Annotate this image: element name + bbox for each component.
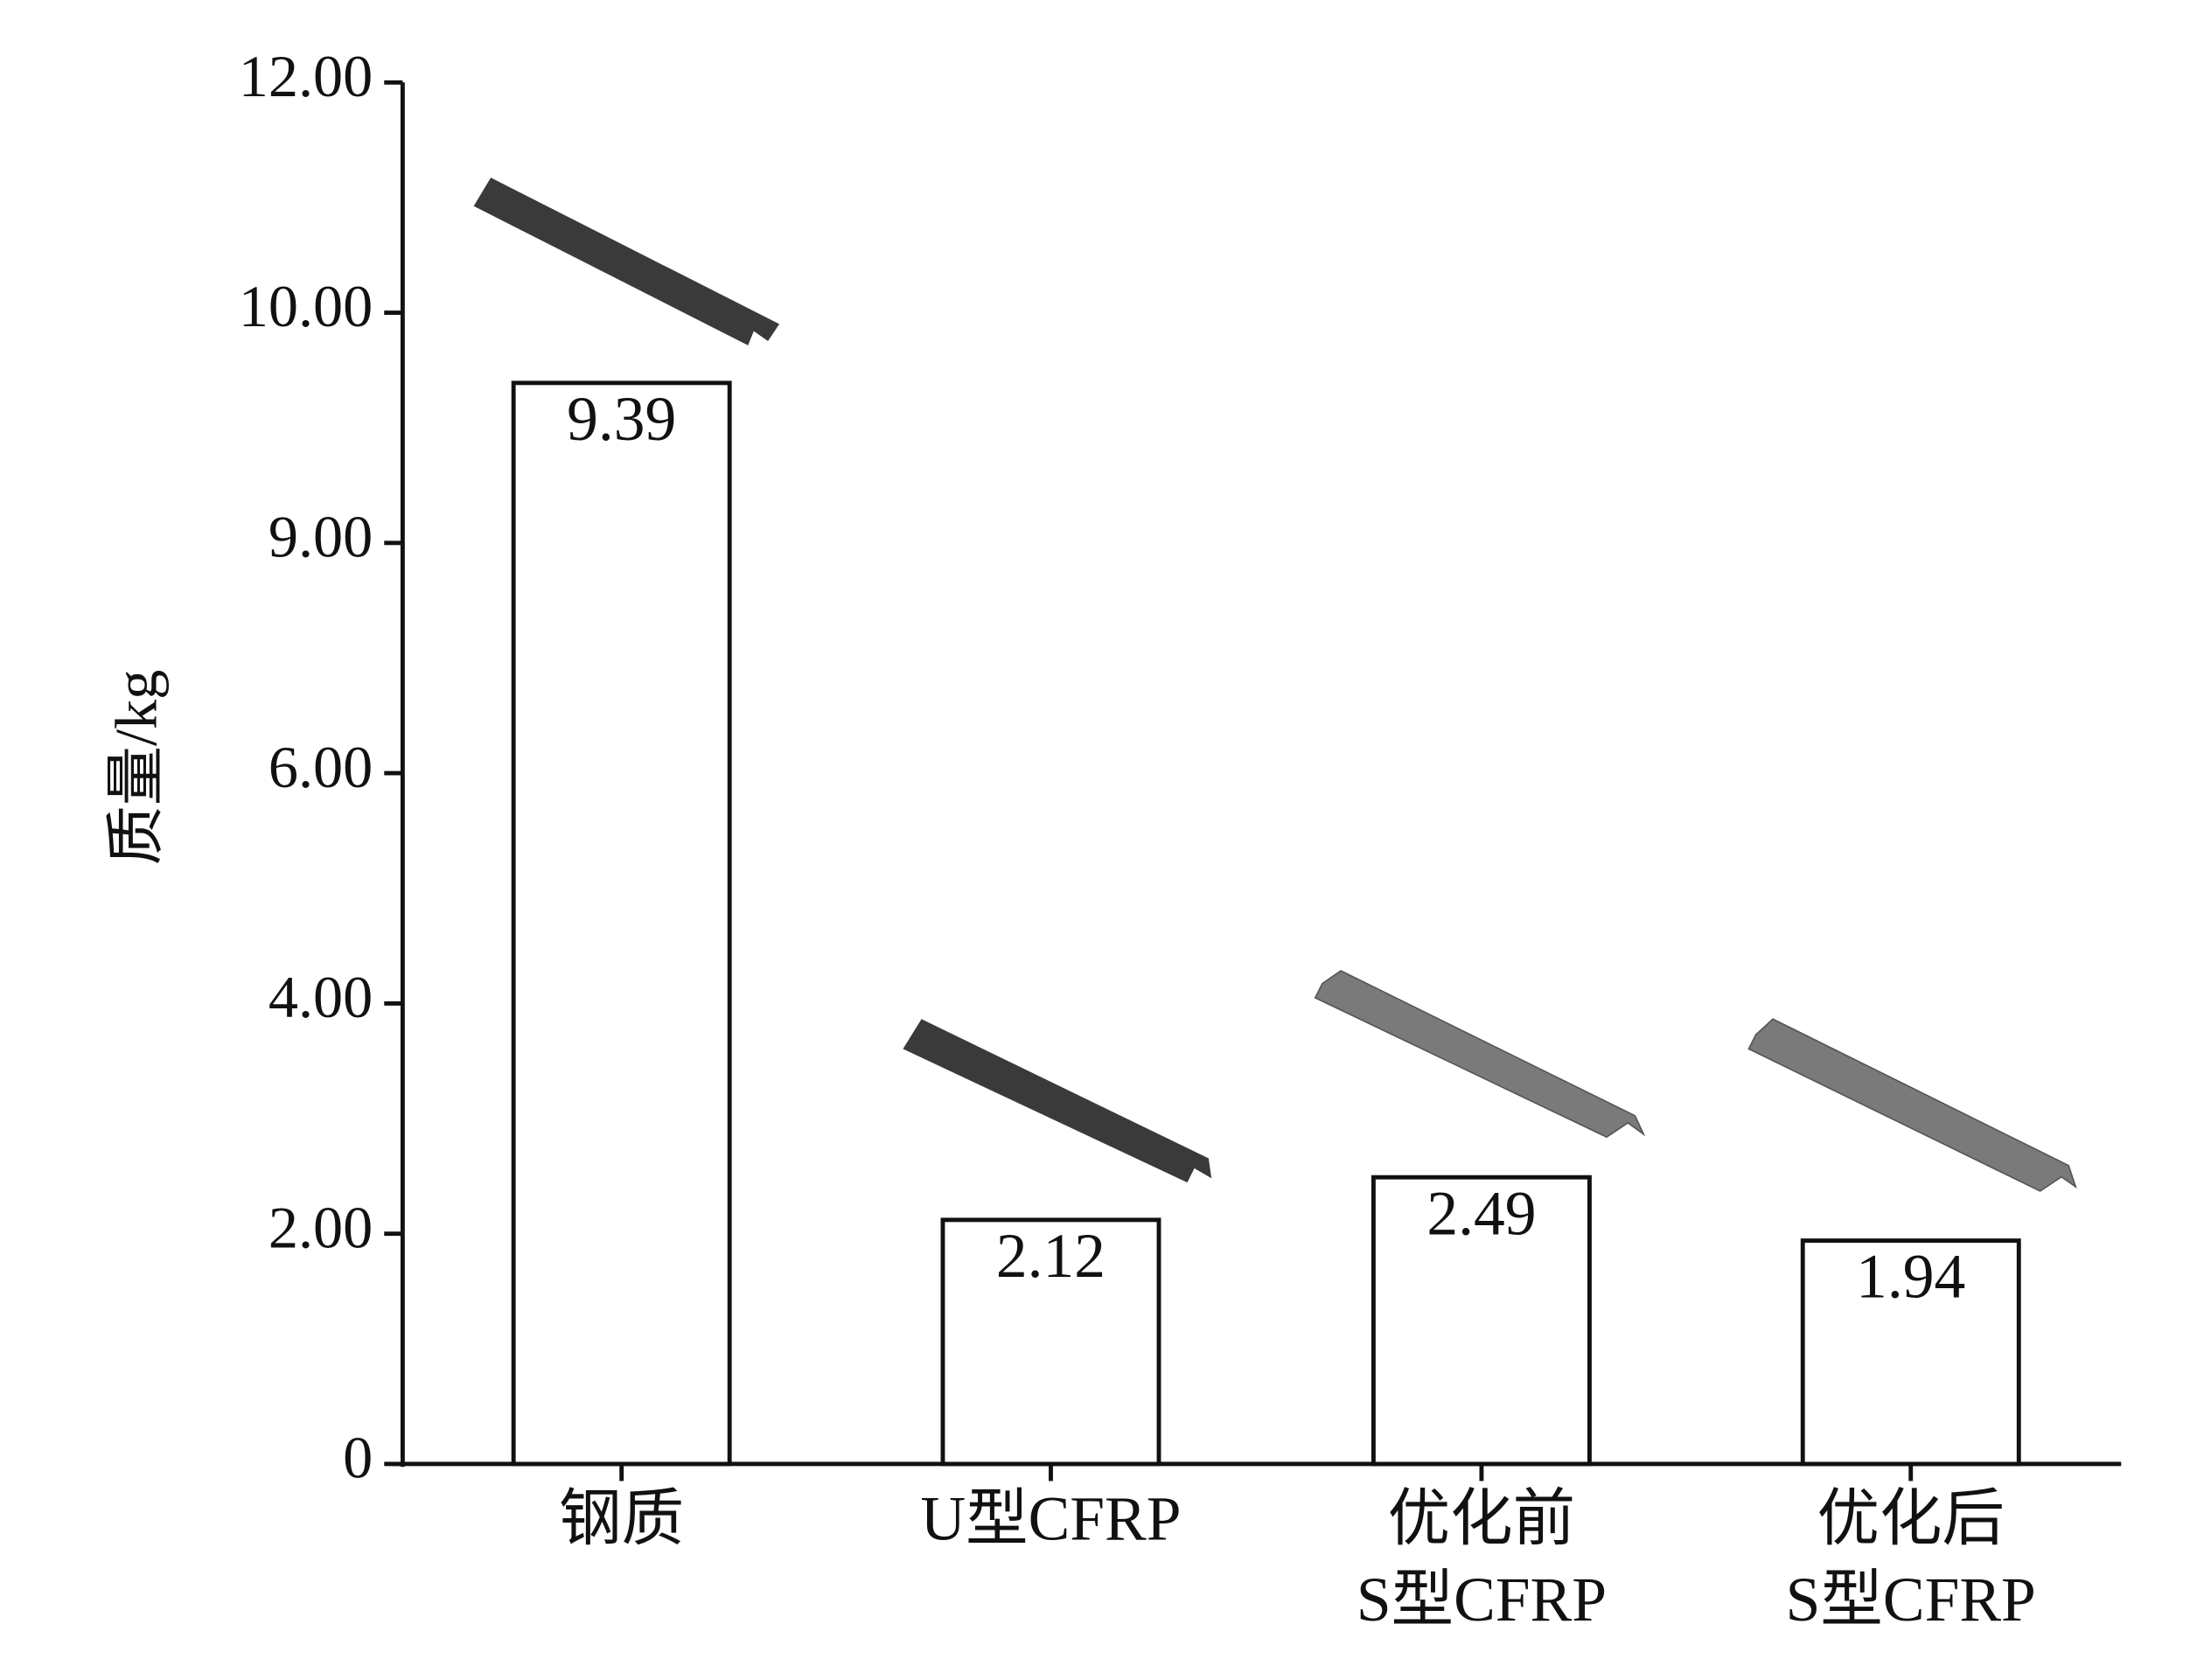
x-tick-label: S型CFRP bbox=[1786, 1565, 2036, 1635]
bar bbox=[1800, 1238, 2021, 1467]
value-label: 2.49 bbox=[1426, 1179, 1536, 1248]
x-tick-label: 优化后 bbox=[1817, 1484, 2005, 1553]
x-tick-label: S型CFRP bbox=[1357, 1565, 1607, 1635]
beam-icon bbox=[473, 178, 780, 345]
x-tick-label: 优化前 bbox=[1388, 1484, 1576, 1553]
value-label: 1.94 bbox=[1856, 1243, 1965, 1312]
value-label: 2.12 bbox=[996, 1222, 1105, 1291]
y-tick-label: 9.00 bbox=[269, 503, 373, 569]
beam-icon bbox=[903, 1019, 1212, 1183]
bar bbox=[1371, 1175, 1592, 1467]
y-tick-label: 0 bbox=[343, 1425, 373, 1491]
y-axis-label: 质量/kg bbox=[103, 670, 170, 866]
value-label: 9.39 bbox=[567, 385, 676, 454]
y-tick-label: 12.00 bbox=[239, 43, 373, 109]
x-tick-label: U型CFRP bbox=[920, 1484, 1181, 1553]
bar bbox=[511, 380, 732, 1467]
beam-illustrations bbox=[473, 178, 2077, 1192]
y-tick-label: 10.00 bbox=[239, 273, 373, 339]
beam-icon bbox=[1314, 970, 1646, 1139]
bar bbox=[940, 1217, 1161, 1467]
beam-icon bbox=[1747, 1018, 2077, 1192]
y-tick-label: 4.00 bbox=[269, 964, 373, 1030]
x-tick-label: 钢质 bbox=[559, 1484, 684, 1553]
y-tick-label: 6.00 bbox=[269, 734, 373, 800]
y-tick-label: 2.00 bbox=[269, 1194, 373, 1260]
